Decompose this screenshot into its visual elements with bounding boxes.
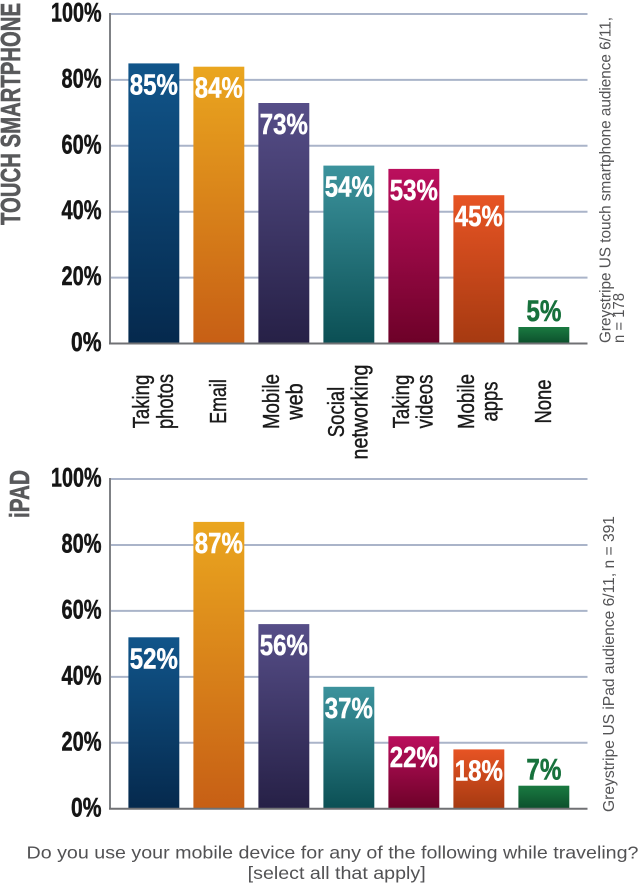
svg-text:84%: 84%	[195, 73, 243, 105]
svg-text:20%: 20%	[62, 726, 102, 756]
svg-text:60%: 60%	[62, 594, 102, 624]
svg-text:73%: 73%	[260, 109, 308, 141]
svg-text:40%: 40%	[62, 195, 102, 225]
svg-text:Social: Social	[323, 387, 349, 437]
svg-text:52%: 52%	[130, 643, 178, 675]
svg-text:0%: 0%	[71, 327, 102, 357]
svg-text:apps: apps	[477, 382, 503, 422]
svg-text:37%: 37%	[325, 693, 373, 725]
svg-text:Mobile: Mobile	[258, 374, 284, 429]
svg-text:n = 178: n = 178	[611, 293, 628, 343]
svg-text:7%: 7%	[526, 754, 561, 787]
svg-text:45%: 45%	[455, 201, 503, 233]
svg-text:videos: videos	[412, 375, 438, 429]
svg-text:Do you use your mobile device: Do you use your mobile device for any of…	[27, 843, 639, 863]
svg-text:Greystripe US touch smartphone: Greystripe US touch smartphone audience …	[598, 17, 615, 343]
svg-text:100%: 100%	[51, 463, 102, 493]
svg-text:Mobile: Mobile	[453, 374, 479, 429]
svg-text:87%: 87%	[195, 528, 243, 560]
svg-text:photos: photos	[152, 374, 178, 429]
svg-text:Greystripe US iPad audience 6/: Greystripe US iPad audience 6/11, n = 39…	[601, 516, 618, 812]
svg-text:54%: 54%	[325, 172, 373, 204]
svg-text:Taking: Taking	[388, 375, 414, 429]
svg-text:TOUCH SMARTPHONE: TOUCH SMARTPHONE	[0, 3, 26, 225]
svg-text:Email: Email	[205, 379, 231, 424]
svg-text:web: web	[282, 383, 308, 420]
svg-text:18%: 18%	[455, 755, 503, 787]
svg-text:[select all that apply]: [select all that apply]	[248, 863, 426, 883]
svg-text:80%: 80%	[62, 63, 102, 93]
svg-text:Taking: Taking	[128, 375, 154, 429]
svg-text:100%: 100%	[51, 0, 102, 28]
svg-text:40%: 40%	[62, 660, 102, 690]
svg-text:56%: 56%	[260, 630, 308, 662]
svg-text:22%: 22%	[390, 742, 438, 774]
svg-text:networking: networking	[347, 365, 373, 460]
svg-text:60%: 60%	[62, 129, 102, 159]
svg-text:85%: 85%	[130, 69, 178, 101]
svg-text:53%: 53%	[390, 175, 438, 207]
svg-text:80%: 80%	[62, 529, 102, 559]
svg-text:0%: 0%	[71, 792, 102, 822]
svg-text:None: None	[530, 380, 556, 424]
svg-text:iPAD: iPAD	[4, 470, 35, 518]
svg-text:5%: 5%	[526, 295, 561, 328]
svg-text:20%: 20%	[62, 261, 102, 291]
